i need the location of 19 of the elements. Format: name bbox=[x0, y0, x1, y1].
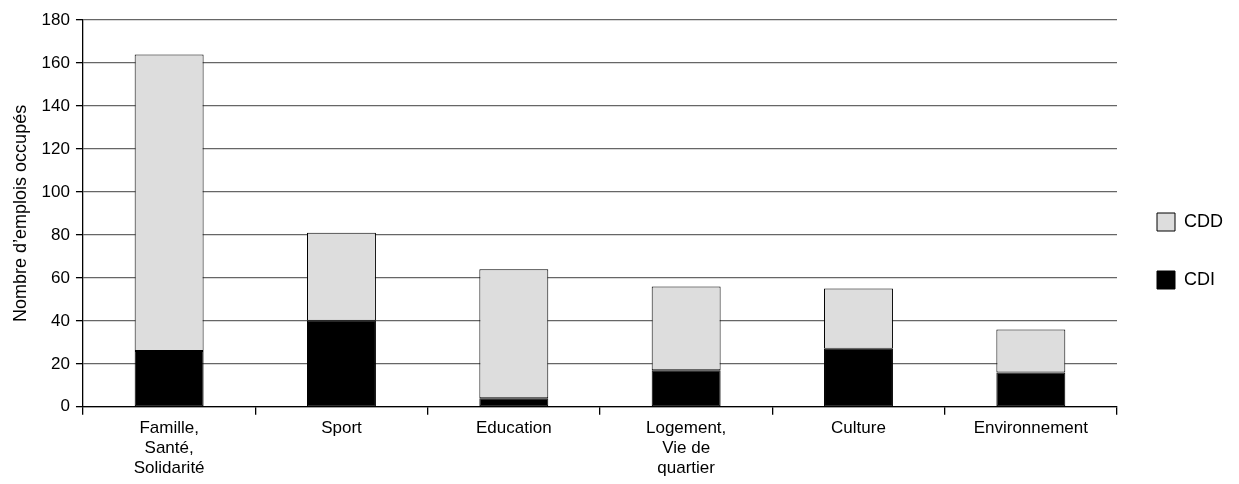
y-tick-label: 180 bbox=[41, 9, 70, 29]
legend-label: CDI bbox=[1184, 268, 1215, 289]
x-tick-label: Famille, Santé, Solidarité bbox=[133, 417, 205, 478]
y-tick-label: 40 bbox=[51, 310, 70, 330]
y-tick-label: 60 bbox=[51, 267, 70, 287]
x-tick-label: Environnement bbox=[973, 417, 1089, 437]
legend-label: CDD bbox=[1184, 210, 1223, 231]
x-tick-label: Education bbox=[476, 417, 552, 437]
y-tick-label: 20 bbox=[51, 353, 70, 373]
y-tick-label: 140 bbox=[41, 95, 70, 115]
y-axis-title: Nombre d’emplois occupés bbox=[9, 104, 30, 322]
y-tick-label: 100 bbox=[41, 181, 70, 201]
x-tick-label: Sport bbox=[321, 417, 363, 437]
y-tick-label: 0 bbox=[60, 396, 70, 416]
x-tick-label: Logement, Vie de quartier bbox=[645, 417, 727, 478]
x-tick-label: Culture bbox=[831, 417, 886, 437]
y-tick-label: 80 bbox=[51, 224, 70, 244]
y-tick-label: 120 bbox=[41, 138, 70, 158]
y-tick-label: 160 bbox=[41, 52, 70, 72]
